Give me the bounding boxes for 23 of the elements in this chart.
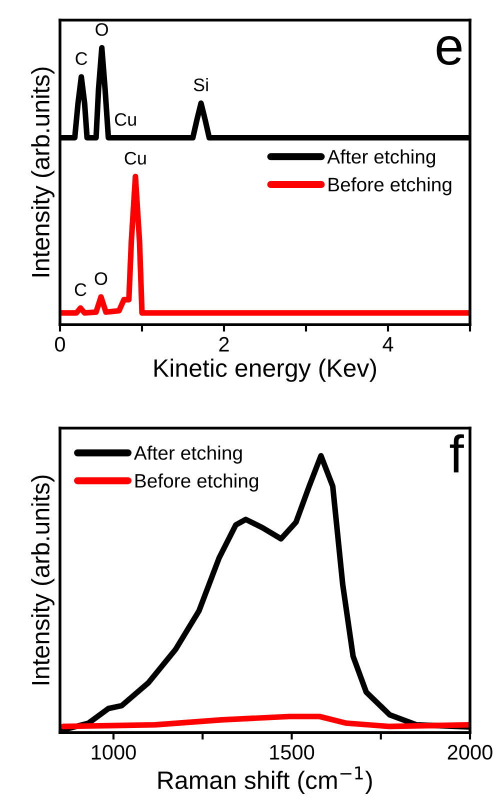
y-axis-title: Intensity (arb.units): [31, 68, 54, 276]
y-axis-title: Intensity (arb.units): [31, 476, 54, 684]
legend-label: After etching: [134, 446, 242, 464]
annotation: C: [76, 52, 88, 65]
annotation: f: [450, 434, 464, 472]
x-tick-label: 0: [55, 336, 65, 352]
legend-label: Before etching: [328, 177, 452, 196]
legend-label: After etching: [327, 149, 436, 168]
x-axis-title: Raman shift (cm$^{−1}$): [158, 766, 372, 794]
x-tick-label: 2: [219, 336, 229, 352]
annotation: C: [74, 283, 86, 296]
x-tick-label: 4: [382, 337, 394, 352]
annotation: O: [96, 23, 108, 36]
x-tick-label: 1000: [92, 744, 136, 760]
x-axis-title: Kinetic energy (Kev): [154, 358, 376, 382]
annotation: Cu: [114, 113, 136, 126]
annotation: O: [94, 272, 108, 285]
legend-label: Before etching: [135, 473, 258, 492]
annotation: Cu: [124, 152, 146, 165]
x-tick-label: 2000: [448, 744, 492, 760]
x-tick-label: 1500: [270, 744, 314, 760]
annotation: Si: [194, 78, 208, 92]
annotation: e: [436, 36, 462, 65]
